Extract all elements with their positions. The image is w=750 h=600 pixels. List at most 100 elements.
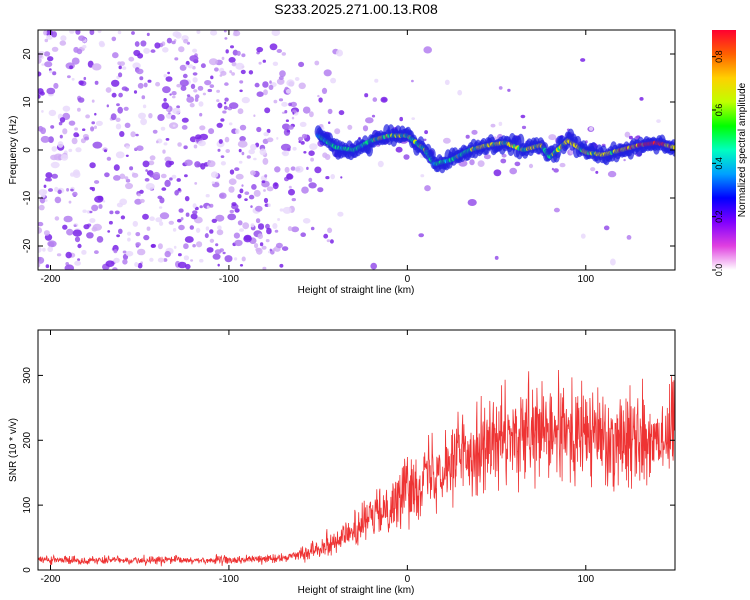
noise-blob [145, 183, 155, 190]
noise-blob [548, 134, 557, 141]
noise-blob [130, 131, 136, 138]
noise-blob [69, 30, 75, 34]
noise-blob [68, 148, 73, 153]
noise-blob [259, 148, 267, 156]
noise-blob [469, 159, 475, 166]
noise-blob [273, 99, 278, 104]
y-tick-label: 300 [22, 367, 33, 384]
noise-blob [195, 134, 202, 140]
noise-blob [281, 101, 288, 107]
noise-blob [365, 117, 374, 124]
noise-blob [179, 79, 189, 87]
noise-blob [183, 38, 189, 44]
noise-blob [76, 48, 83, 55]
noise-blob [150, 244, 155, 248]
noise-blob [239, 80, 244, 84]
snr-plot-area [38, 330, 675, 570]
noise-blob [277, 218, 281, 221]
y-tick-label: 10 [22, 96, 33, 108]
noise-blob [125, 182, 133, 190]
noise-blob [243, 234, 252, 241]
noise-blob [83, 224, 90, 230]
noise-blob [256, 46, 264, 53]
noise-blob [41, 63, 45, 66]
noise-blob [170, 114, 176, 120]
noise-blob [250, 144, 257, 151]
noise-blob [164, 250, 171, 258]
noise-blob [214, 67, 219, 72]
noise-blob [38, 256, 45, 264]
noise-blob [54, 186, 59, 192]
noise-blob [501, 153, 507, 158]
noise-blob [235, 128, 240, 134]
noise-blob [559, 162, 566, 168]
noise-blob [220, 70, 227, 76]
noise-blob [58, 121, 63, 126]
noise-blob [135, 232, 141, 237]
noise-blob [91, 226, 98, 232]
noise-blob [192, 77, 198, 83]
noise-blob [233, 232, 240, 239]
noise-blob [246, 155, 251, 159]
noise-blob [225, 49, 229, 54]
noise-blob [217, 263, 220, 267]
noise-blob [156, 140, 159, 144]
noise-blob [551, 167, 555, 171]
noise-blob [192, 203, 197, 209]
noise-blob [70, 188, 74, 192]
noise-blob [82, 45, 87, 49]
noise-blob [82, 209, 87, 213]
noise-blob [259, 242, 264, 247]
noise-blob [411, 117, 416, 120]
noise-blob [215, 214, 225, 222]
noise-blob [114, 210, 120, 215]
noise-blob [137, 193, 141, 197]
noise-blob [38, 262, 41, 268]
colorbar-tick-label: 0.2 [714, 210, 724, 223]
noise-blob [216, 122, 223, 128]
noise-blob [340, 176, 343, 179]
colorbar-ticks: 0.0 0.2 0.4 0.6 0.8 [712, 50, 724, 276]
noise-blob [134, 198, 142, 205]
noise-blob [54, 216, 60, 221]
noise-blob [206, 205, 210, 209]
noise-blob [113, 164, 120, 171]
noise-blob [309, 143, 318, 151]
noise-blob [256, 126, 262, 133]
noise-blob [326, 239, 331, 243]
noise-blob [70, 172, 75, 177]
noise-blob [186, 96, 195, 103]
noise-blob [124, 122, 131, 128]
noise-blob [210, 75, 214, 80]
noise-blob [639, 97, 644, 101]
noise-blob [301, 133, 308, 139]
noise-blob [207, 88, 213, 93]
noise-blob [224, 37, 228, 40]
noise-blob [283, 128, 291, 136]
noise-blob [184, 236, 194, 243]
noise-blob [51, 46, 59, 52]
noise-blob [204, 233, 209, 239]
noise-blob [193, 144, 198, 149]
noise-blob [148, 113, 153, 119]
noise-blob [42, 189, 48, 195]
noise-blob [251, 184, 257, 190]
noise-blob [216, 99, 220, 103]
noise-blob [443, 137, 451, 144]
noise-blob [43, 30, 48, 36]
noise-blob [327, 227, 333, 234]
noise-blob [68, 200, 72, 204]
noise-blob [250, 223, 255, 228]
noise-blob [113, 249, 118, 254]
noise-blob [279, 263, 284, 268]
noise-blob [157, 114, 165, 121]
noise-blob [209, 238, 215, 243]
noise-blob [261, 245, 267, 250]
noise-blob [298, 82, 306, 90]
noise-blob [302, 218, 311, 224]
noise-blob [138, 112, 146, 120]
noise-blob [66, 188, 70, 192]
noise-blob [89, 210, 93, 214]
noise-blob [53, 82, 59, 89]
